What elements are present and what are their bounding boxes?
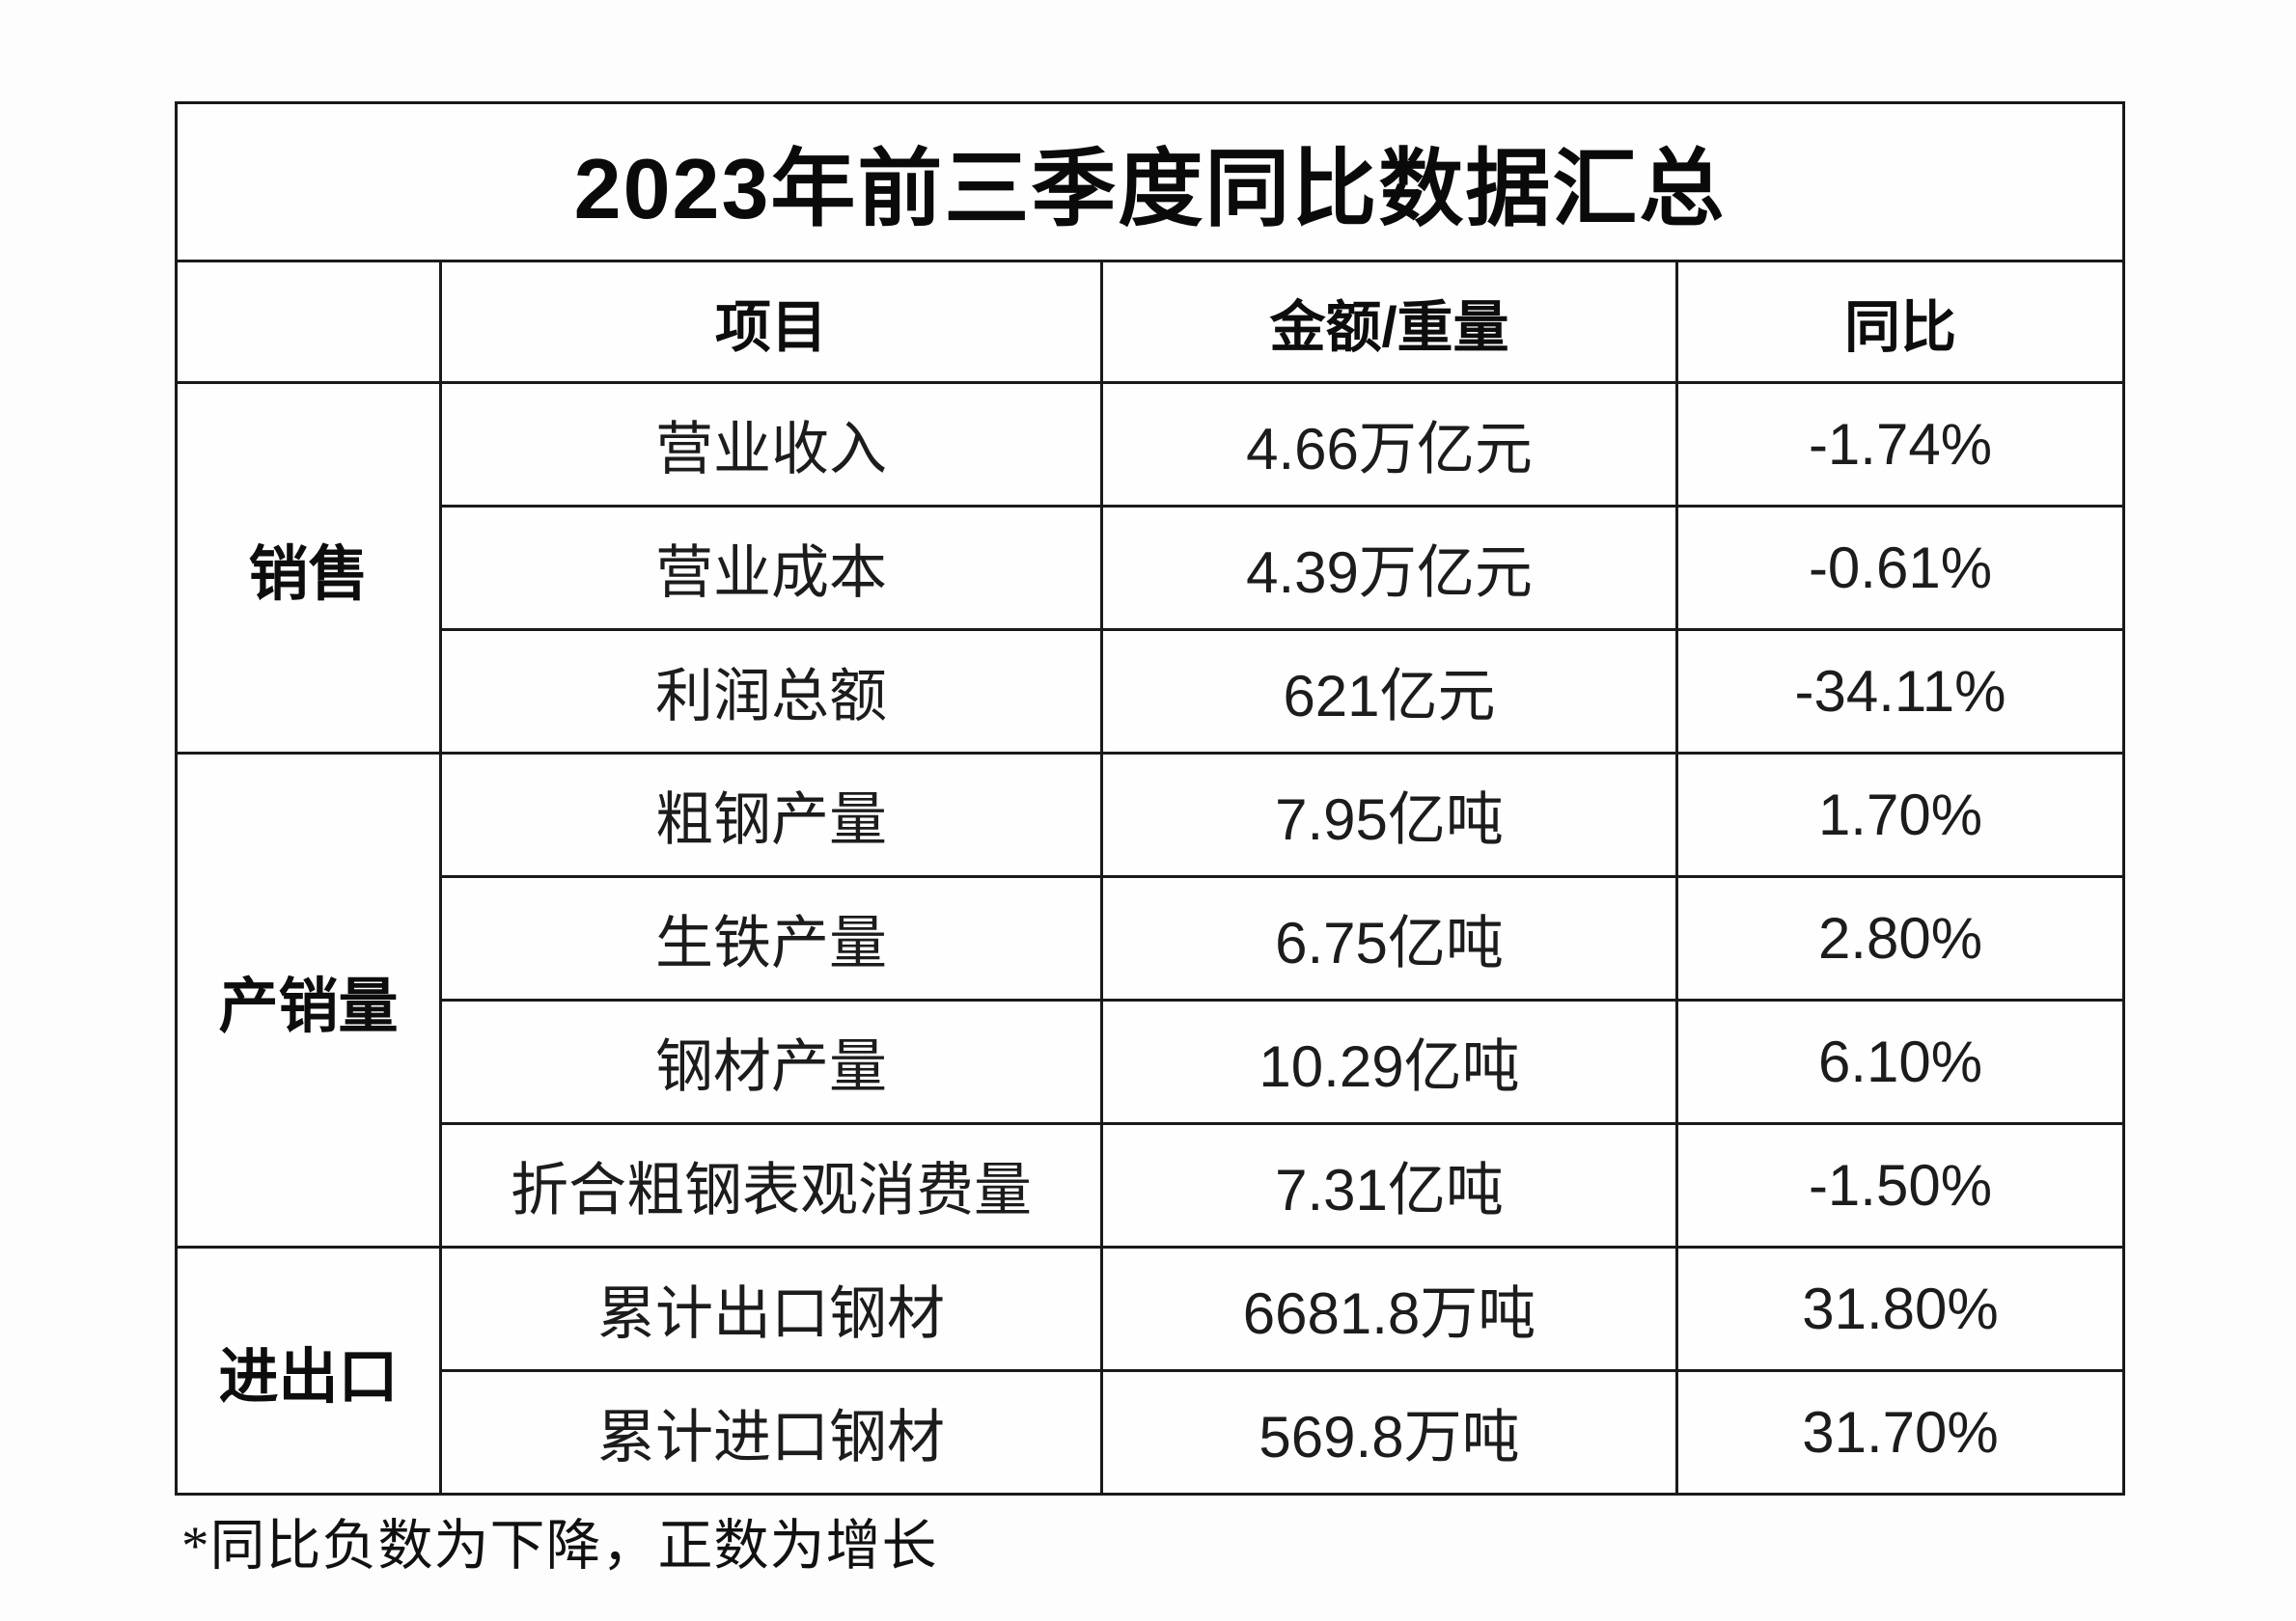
column-header-amount: 金额/重量	[1100, 260, 1678, 384]
amount-cell: 7.31亿吨	[1100, 1122, 1678, 1249]
group-label: 进出口	[175, 1246, 442, 1496]
table-row: 进出口 累计出口钢材 6681.8万吨 31.80%	[175, 1246, 2126, 1496]
item-cell: 累计进口钢材	[439, 1369, 1103, 1496]
table-row: 折合粗钢表观消费量 7.31亿吨 -1.50%	[177, 1122, 2126, 1249]
summary-table-container: 2023年前三季度同比数据汇总 项目 金额/重量 同比 销售 营业收入 4.66万亿…	[174, 101, 2126, 1496]
group-label: 产销量	[175, 752, 442, 1249]
table-row: 累计进口钢材 569.8万吨 31.70%	[177, 1369, 2126, 1496]
footnote: *同比负数为下降，正数为增长	[181, 1516, 938, 1577]
yoy-cell: -0.61%	[1674, 505, 2126, 631]
table-title: 2023年前三季度同比数据汇总	[174, 101, 2126, 262]
item-cell: 折合粗钢表观消费量	[439, 1122, 1103, 1249]
table-row: 钢材产量 10.29亿吨 6.10%	[177, 999, 2126, 1125]
header-row: 项目 金额/重量 同比	[175, 260, 2126, 384]
table-row: 销售 营业收入 4.66万亿元 -1.74%	[175, 381, 2126, 755]
title-row: 2023年前三季度同比数据汇总	[174, 101, 2126, 262]
group-label: 销售	[175, 381, 442, 755]
item-cell: 累计出口钢材	[439, 1246, 1103, 1372]
yoy-cell: -34.11%	[1674, 628, 2126, 755]
table-row: 利润总额 621亿元 -34.11%	[177, 628, 2126, 755]
item-cell: 利润总额	[439, 628, 1103, 755]
yoy-cell: 6.10%	[1674, 999, 2126, 1125]
item-cell: 营业成本	[439, 505, 1103, 631]
amount-cell: 4.66万亿元	[1100, 381, 1678, 508]
yoy-cell: -1.74%	[1674, 381, 2126, 508]
column-header-group	[175, 260, 442, 384]
column-header-yoy: 同比	[1674, 260, 2126, 384]
item-cell: 生铁产量	[439, 875, 1103, 1002]
table-row: 生铁产量 6.75亿吨 2.80%	[177, 875, 2126, 1002]
amount-cell: 7.95亿吨	[1100, 752, 1678, 878]
yoy-cell: 1.70%	[1674, 752, 2126, 878]
yoy-cell: 31.80%	[1674, 1246, 2126, 1372]
amount-cell: 6681.8万吨	[1100, 1246, 1678, 1372]
yoy-cell: -1.50%	[1674, 1122, 2126, 1249]
column-header-item: 项目	[439, 260, 1103, 384]
item-cell: 粗钢产量	[439, 752, 1103, 878]
amount-cell: 6.75亿吨	[1100, 875, 1678, 1002]
table-row: 营业成本 4.39万亿元 -0.61%	[177, 505, 2126, 631]
item-cell: 营业收入	[439, 381, 1103, 508]
amount-cell: 4.39万亿元	[1100, 505, 1678, 631]
amount-cell: 569.8万吨	[1100, 1369, 1678, 1496]
yoy-cell: 31.70%	[1674, 1369, 2126, 1496]
amount-cell: 10.29亿吨	[1100, 999, 1678, 1125]
item-cell: 钢材产量	[439, 999, 1103, 1125]
summary-table: 2023年前三季度同比数据汇总 项目 金额/重量 同比 销售 营业收入 4.66万亿…	[174, 101, 2126, 1496]
table-row: 产销量 粗钢产量 7.95亿吨 1.70%	[175, 752, 2126, 1249]
yoy-cell: 2.80%	[1674, 875, 2126, 1002]
amount-cell: 621亿元	[1100, 628, 1678, 755]
